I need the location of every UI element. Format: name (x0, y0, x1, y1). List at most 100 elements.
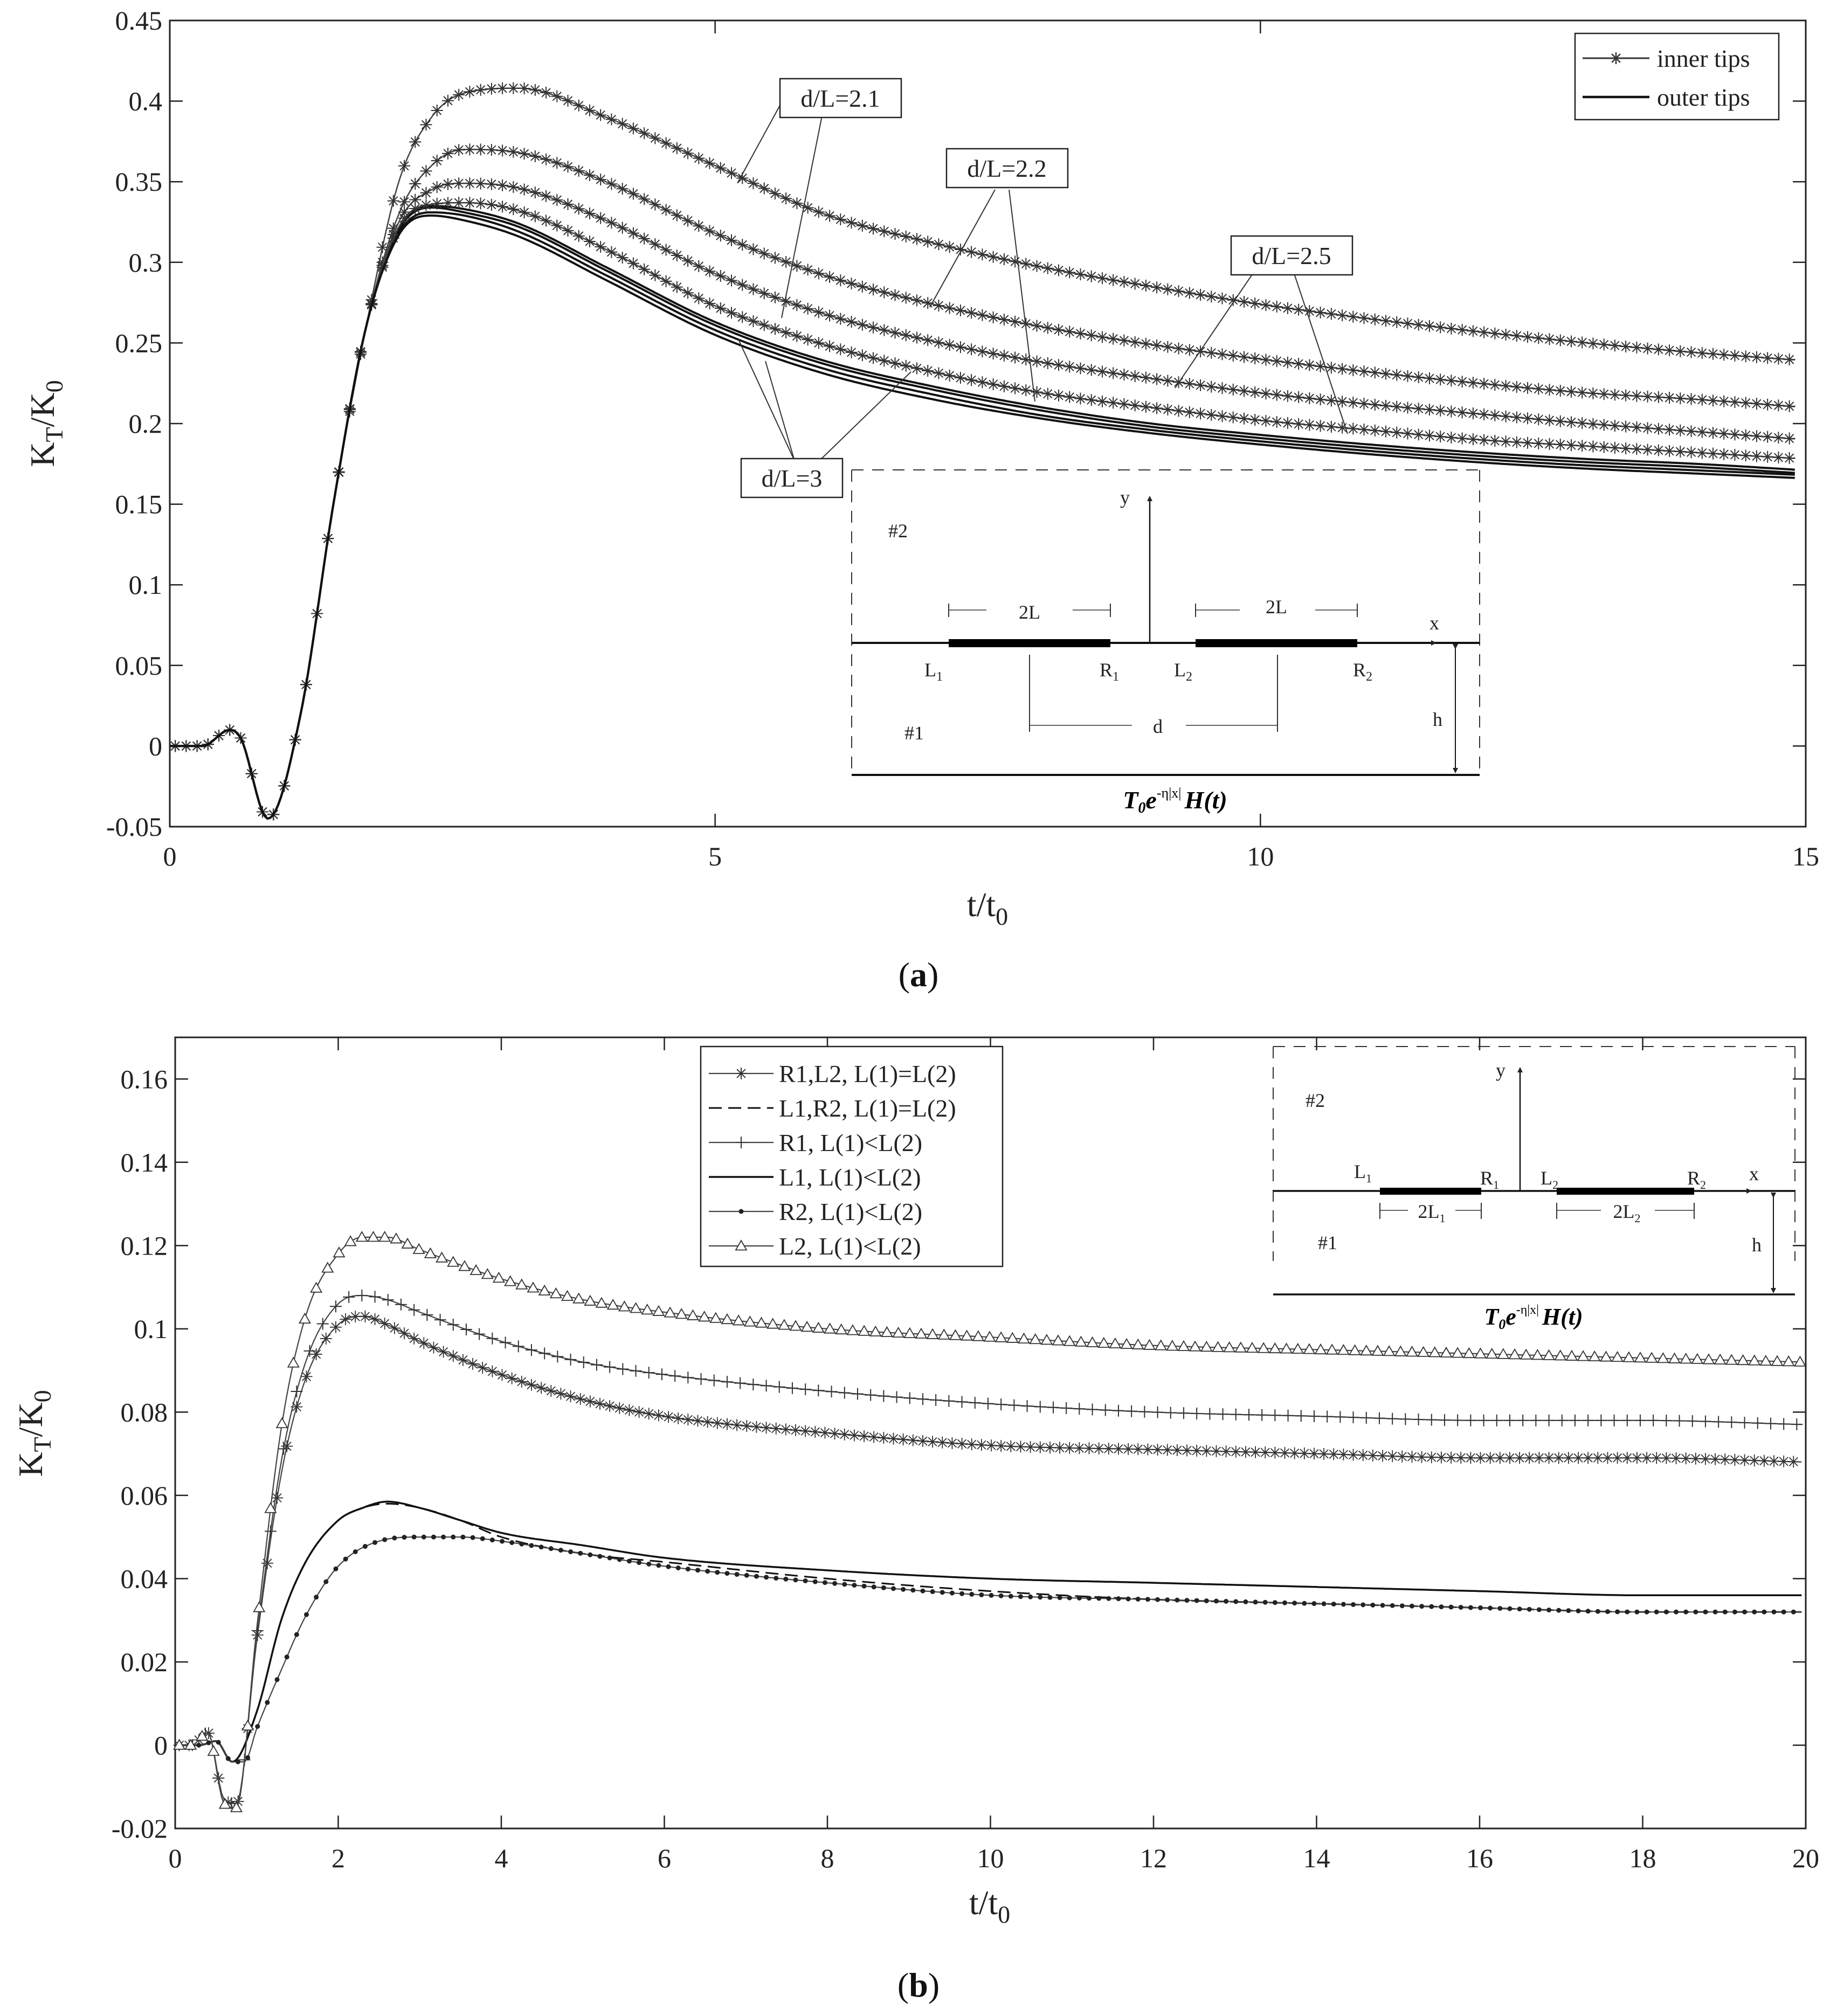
data-point-star (1609, 389, 1621, 400)
data-point-star (1772, 399, 1784, 411)
data-point-star (889, 357, 901, 369)
data-point-star (791, 299, 803, 311)
data-point-dot (1253, 1599, 1258, 1604)
x-tick-label: 8 (821, 1843, 834, 1873)
data-point-star (936, 1437, 948, 1449)
data-point-star (562, 198, 574, 210)
data-point-dot (451, 1535, 455, 1540)
data-point-star (1500, 380, 1512, 392)
data-point-dot (333, 1567, 338, 1571)
data-point-star (956, 1438, 968, 1450)
inset-b-len-left: 2L1 (1418, 1201, 1446, 1225)
data-point-star (584, 207, 596, 219)
data-point-star (1787, 1456, 1799, 1467)
data-point-dot (940, 1590, 945, 1595)
data-point-star (867, 283, 879, 295)
panel-a: 0 5 10 15-0.0500.050.10.150.20.250.30.350.4… (23, 5, 1819, 994)
data-point-star (1609, 340, 1621, 351)
data-point-plus (1700, 1416, 1711, 1428)
data-point-star (1151, 340, 1163, 351)
data-point-plus (852, 1388, 864, 1400)
data-point-star (933, 238, 944, 250)
data-point-dot (1292, 1601, 1297, 1605)
data-point-star (1031, 320, 1043, 332)
data-point-star (464, 143, 475, 155)
data-point-plus (369, 1291, 381, 1303)
legend-b-label: L1, L(1)<L(2) (779, 1163, 921, 1191)
inset-a-y-label: y (1120, 487, 1130, 508)
data-point-star (453, 144, 465, 156)
data-point-star (526, 1379, 537, 1391)
data-point-plus (1791, 1418, 1803, 1430)
data-point-star (933, 367, 944, 379)
data-point-star (1217, 382, 1228, 394)
data-point-dot (744, 1573, 749, 1578)
data-point-triangle (311, 1283, 322, 1292)
data-point-dot (245, 1755, 250, 1760)
data-point-plus (1778, 1418, 1790, 1430)
data-point-star (736, 311, 748, 323)
x-tick-label: 2 (332, 1843, 345, 1873)
data-point-star (1653, 391, 1665, 403)
data-point-star (1620, 341, 1632, 352)
data-point-star (1184, 287, 1196, 299)
series-markers-3 (169, 143, 1795, 820)
data-point-star (1217, 410, 1228, 422)
data-point-star (736, 279, 748, 291)
data-point-star (1631, 443, 1642, 455)
data-point-star (998, 380, 1010, 392)
data-point-star (715, 302, 727, 314)
data-point-dot (724, 1571, 729, 1576)
data-point-star (1740, 350, 1752, 362)
data-point-star (824, 310, 835, 322)
data-point-star (944, 241, 956, 253)
inset-b-tip-R1: R1 (1480, 1167, 1499, 1191)
data-point-star (1707, 394, 1719, 406)
data-point-star (829, 1428, 841, 1439)
data-point-star (1391, 401, 1403, 413)
series-b-line-3 (175, 1295, 1801, 1804)
data-point-plus (447, 1319, 459, 1331)
data-point-star (809, 1426, 821, 1438)
data-point-star (420, 187, 432, 199)
data-point-star (998, 350, 1010, 362)
data-point-star (1456, 376, 1468, 387)
data-point-star (1129, 370, 1141, 382)
data-point-plus (1361, 1412, 1372, 1424)
data-point-star (638, 233, 650, 245)
data-point-star (1369, 425, 1381, 437)
data-point-dot (1664, 1610, 1669, 1615)
data-point-star (1162, 404, 1173, 415)
data-point-star (867, 352, 879, 364)
data-point-star (1642, 444, 1654, 455)
data-point-plus (1739, 1417, 1751, 1429)
data-point-star (1467, 377, 1479, 389)
data-point-dot (1145, 1597, 1150, 1602)
data-point-star (769, 323, 781, 335)
data-point-plus (839, 1387, 851, 1399)
data-point-star (889, 289, 901, 301)
data-point-star (819, 1427, 831, 1439)
data-point-plus (1712, 1416, 1724, 1428)
data-point-dot (1331, 1602, 1336, 1606)
data-point-dot (529, 1543, 534, 1548)
data-point-star (1555, 385, 1566, 397)
data-point-triangle (1269, 1343, 1280, 1353)
data-point-star (1456, 324, 1468, 336)
data-point-plus (460, 1324, 472, 1335)
data-point-star (704, 225, 716, 237)
data-point-star (726, 274, 737, 286)
data-point-plus (1125, 1405, 1137, 1417)
data-point-star (1315, 420, 1327, 432)
data-point-plus (891, 1391, 903, 1403)
data-point-plus (421, 1309, 433, 1321)
data-point-star (551, 194, 563, 206)
data-point-dot (490, 1537, 495, 1542)
data-point-star (1784, 452, 1795, 464)
data-point-dot (1047, 1595, 1052, 1600)
data-point-star (731, 1419, 743, 1431)
data-point-dot (1243, 1599, 1248, 1604)
data-point-dot (1762, 1610, 1766, 1615)
data-point-star (389, 1322, 400, 1334)
data-point-star (1205, 381, 1217, 393)
